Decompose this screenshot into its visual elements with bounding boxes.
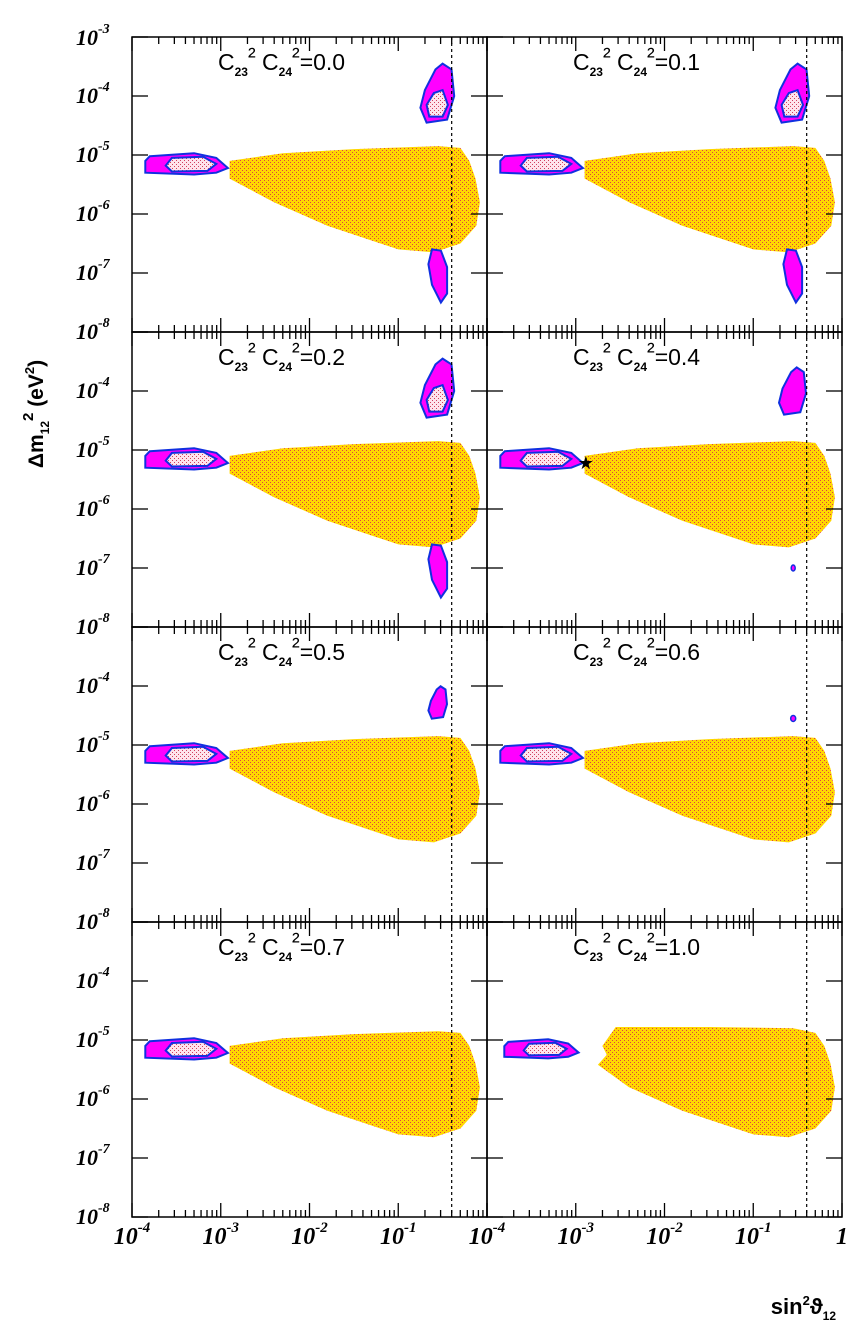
panel-3-low-dm-island [427,543,449,600]
best-fit-star-marker: ★ [578,453,594,474]
y-tick-label: 10-6 [76,788,110,816]
x-tick-label: 1 [836,1224,848,1250]
panel-5-title: C23² C24²=0.5 [218,633,345,669]
y-tick-label: 10-8 [76,316,110,344]
y-tick-label: 10-8 [76,611,110,639]
y-tick-label: 10-7 [76,552,111,580]
x-axis-label: sin2ϑ12 [771,1293,837,1323]
x-tick-label: 10-1 [735,1220,772,1250]
axis-ticks [131,36,843,1218]
y-tick-label: 10-4 [76,965,110,993]
panel-1-yellow-region [229,146,480,253]
panel-2-high-dm-inner [780,88,805,118]
panel-titles: C23² C24²=0.0 C23² C24²=0.1 C23² C24²=0.2 C… [218,43,700,964]
y-tick-label: 10-6 [76,493,110,521]
panel-8-small-angle-inner [522,1041,569,1057]
panel-6-small-angle-inner [519,745,574,763]
x-tick-label: 10-4 [469,1220,506,1250]
y-tick-label: 10-8 [76,1201,110,1229]
y-tick-label: 10-5 [76,1024,110,1052]
panel-3-yellow-region [229,441,480,548]
panel-5-small-angle-inner [164,745,219,763]
panel-2-title: C23² C24²=0.1 [573,43,700,79]
y-tick-label: 10-6 [76,1083,110,1111]
panel-2-yellow-region [584,146,835,253]
panel-7-yellow-region [229,1031,480,1138]
panel-8-title: C23² C24²=1.0 [573,928,700,964]
x-tick-label: 10-4 [114,1220,151,1250]
x-tick-labels: 10-4 10-3 10-2 10-1 10-4 10-3 10-2 10-1 1 [114,1220,848,1250]
panel-2-low-dm-island [782,248,804,305]
y-tick-label: 10-3 [76,22,110,50]
y-axis-label: Δm122 (eV2) [20,360,52,468]
panel-3-high-dm-inner [425,383,449,413]
panel-4-title: C23² C24²=0.4 [573,338,700,374]
contour-regions: ★ [144,37,835,1217]
panel-6-yellow-region [584,736,835,843]
panel-7-title: C23² C24²=0.7 [218,928,345,964]
panel-4-low-dm-dot [790,564,796,572]
x-tick-label: 10-3 [558,1220,595,1250]
y-tick-label: 10-4 [76,375,110,403]
panel-2-small-angle-inner [519,155,574,173]
x-tick-label: 10-1 [380,1220,417,1250]
panel-7-small-angle-inner [164,1040,219,1058]
y-tick-labels: 10-3 10-4 10-5 10-6 10-7 10-8 10-4 10-5 10-6 10-7… [76,22,111,1229]
panel-3-small-angle-inner [164,450,219,468]
y-tick-label: 10-7 [76,847,111,875]
panel-1-low-dm-island [427,248,449,305]
panel-4-yellow-region [584,441,835,548]
panel-8-yellow-region [597,1027,835,1138]
y-tick-label: 10-4 [76,670,110,698]
panel-1-high-dm-inner [425,88,449,118]
y-tick-label: 10-5 [76,139,110,167]
y-tick-label: 10-8 [76,906,110,934]
panel-4-high-dm-island [777,366,808,416]
y-tick-label: 10-5 [76,729,110,757]
panel-1-title: C23² C24²=0.0 [218,43,345,79]
panel-5-high-dm-island [427,685,449,720]
panel-6-title: C23² C24²=0.6 [573,633,700,669]
panel-1-small-angle-inner [164,155,219,173]
y-tick-label: 10-4 [76,80,110,108]
y-tick-label: 10-7 [76,257,111,285]
panel-5-yellow-region [229,736,480,843]
panel-4-small-angle-inner [519,450,574,468]
x-tick-label: 10-2 [646,1220,683,1250]
panel-3-title: C23² C24²=0.2 [218,338,345,374]
y-tick-label: 10-6 [76,198,110,226]
x-tick-label: 10-3 [203,1220,240,1250]
x-tick-label: 10-2 [291,1220,328,1250]
y-tick-label: 10-5 [76,434,110,462]
panel-6-high-dm-dot [789,714,797,723]
y-tick-label: 10-7 [76,1142,111,1170]
